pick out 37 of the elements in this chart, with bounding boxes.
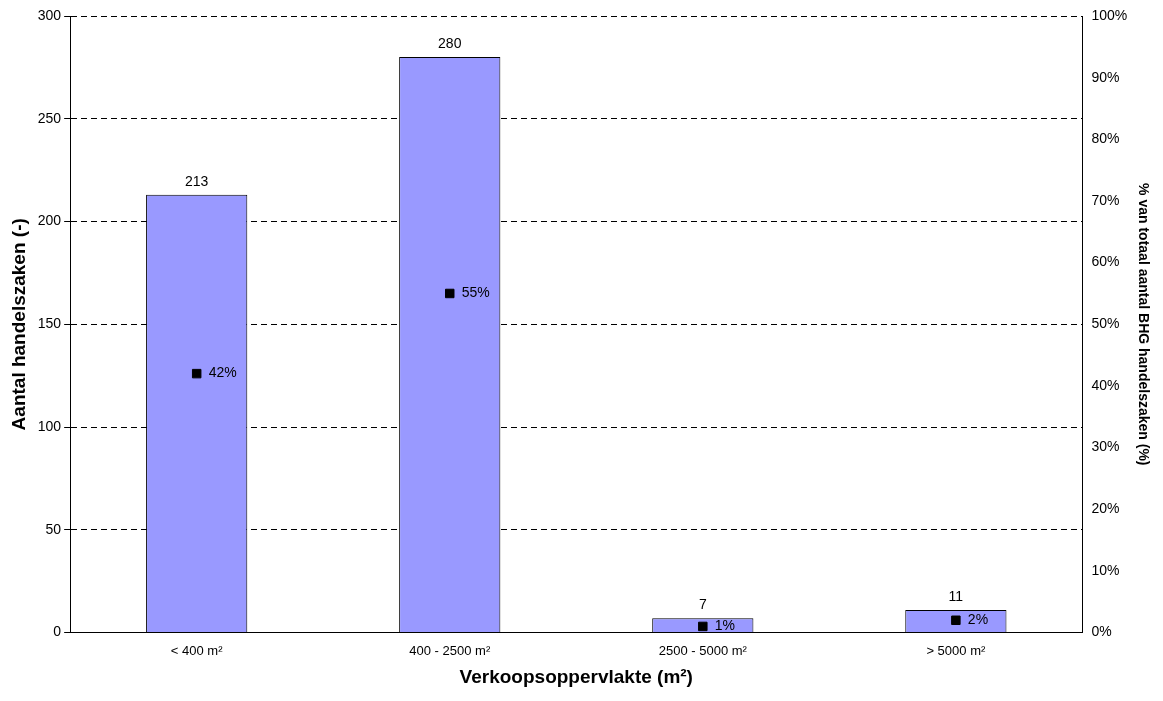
y2-axis-title: % van totaal aantal BHG handelszaken (%): [1135, 183, 1152, 466]
data-label: 280: [438, 34, 462, 51]
x-tick-label: 400 - 2500 m²: [409, 642, 491, 658]
y2-tick-label: 30%: [1091, 438, 1120, 455]
data-label: 2%: [967, 611, 989, 628]
point: [191, 368, 202, 379]
y-tick-label: 300: [37, 6, 62, 23]
point: [951, 615, 961, 626]
y2-tick-label: 10%: [1091, 561, 1120, 578]
y-tick-label: 150: [37, 315, 62, 332]
point: [445, 288, 455, 299]
y2-tick-label: 50%: [1091, 315, 1120, 332]
data-label: 42%: [208, 364, 237, 381]
y-tick-label: 200: [37, 212, 62, 229]
data-label: 55%: [461, 284, 490, 301]
data-label: 1%: [714, 617, 736, 634]
y-tick-label: 50: [45, 520, 62, 537]
y2-tick-label: 40%: [1091, 376, 1120, 393]
x-tick-label: > 5000 m²: [926, 642, 986, 658]
y2-tick-label: 90%: [1091, 68, 1120, 85]
x-axis-title: Verkoopsoppervlakte (m²): [459, 665, 693, 687]
y-tick-label: 250: [37, 109, 62, 126]
data-label: 11: [948, 587, 964, 604]
y-axis-title: Aantal handelszaken (-): [7, 218, 29, 431]
data-label: 7: [698, 596, 707, 613]
data-label: 213: [185, 172, 209, 189]
y2-tick-label: 80%: [1091, 130, 1120, 147]
y2-tick-label: 100%: [1091, 6, 1128, 23]
x-tick-label: < 400 m²: [170, 642, 224, 658]
y2-tick-label: 20%: [1091, 500, 1120, 517]
point: [698, 621, 708, 632]
x-tick-label: 2500 - 5000 m²: [658, 642, 748, 658]
y-tick-label: 100: [37, 417, 62, 434]
y2-tick-label: 70%: [1091, 191, 1120, 208]
y2-tick-label: 0%: [1091, 623, 1112, 640]
y2-tick-label: 60%: [1091, 253, 1120, 270]
y-tick-label: 0: [53, 623, 62, 640]
